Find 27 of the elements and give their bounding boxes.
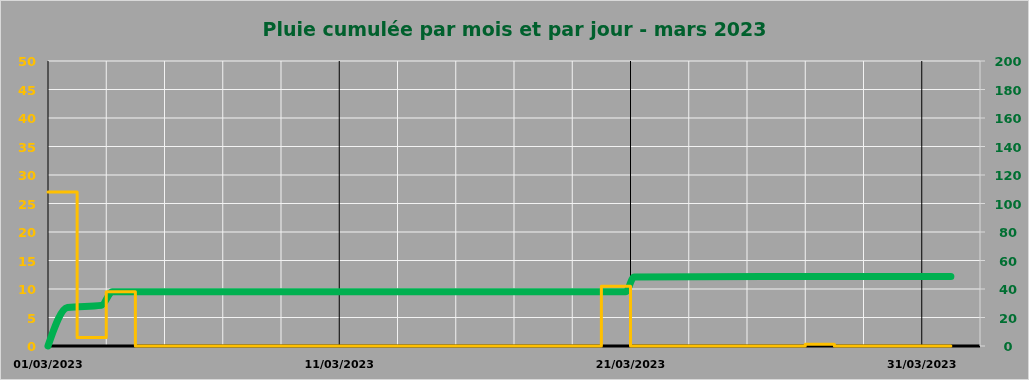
- y-tick-label: 35: [17, 139, 36, 155]
- y-tick-label: 50: [17, 54, 36, 69]
- y2-tick-label: 160: [994, 111, 1022, 126]
- y2-tick-label: 40: [998, 282, 1018, 297]
- y2-tick-label: 120: [994, 168, 1022, 183]
- y2-tick-label: 20: [998, 310, 1018, 326]
- y-tick-label: 5: [26, 310, 36, 326]
- chart-title: Pluie cumulée par mois et par jour - mars 2023: [262, 18, 767, 40]
- y2-tick-label: 0: [1003, 339, 1013, 354]
- y2-tick-label: 200: [994, 54, 1022, 69]
- y-tick-label: 15: [17, 253, 36, 269]
- y-tick-label: 20: [17, 225, 36, 240]
- y2-tick-label: 140: [994, 139, 1022, 155]
- y-tick-label: 0: [26, 339, 36, 354]
- x-tick-label: 11/03/2023: [304, 358, 374, 371]
- x-tick-label: 21/03/2023: [595, 358, 666, 371]
- y-tick-label: 40: [17, 111, 36, 126]
- y-tick-label: 45: [17, 82, 36, 98]
- y-tick-label: 10: [17, 282, 36, 297]
- y-tick-label: 30: [17, 168, 36, 183]
- y2-tick-label: 180: [994, 82, 1022, 98]
- x-tick-label: 01/03/2023: [13, 358, 83, 371]
- y2-tick-label: 100: [994, 196, 1022, 212]
- y-tick-label: 25: [17, 196, 36, 212]
- y2-tick-label: 60: [998, 253, 1018, 269]
- x-tick-label: 31/03/2023: [887, 358, 957, 371]
- y2-tick-label: 80: [998, 225, 1018, 240]
